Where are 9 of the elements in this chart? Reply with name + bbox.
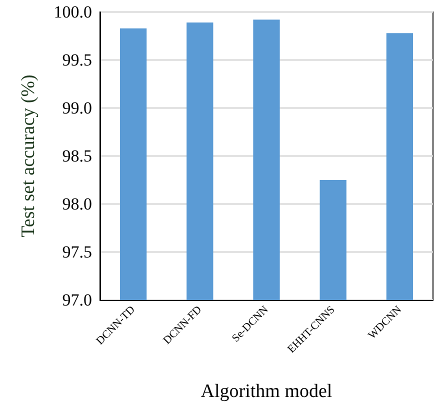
x-axis-title: Algorithm model bbox=[200, 381, 332, 402]
y-tick-label: 99.5 bbox=[62, 50, 92, 70]
y-axis-title: Test set accuracy (%) bbox=[18, 74, 39, 238]
y-tick-label: 97.0 bbox=[62, 290, 92, 310]
y-tick-label: 98.5 bbox=[62, 146, 92, 166]
y-tick-label: 98.0 bbox=[62, 194, 92, 214]
y-tick-label: 97.5 bbox=[62, 242, 92, 262]
y-tick-label: 99.0 bbox=[62, 98, 92, 118]
y-tick-label: 100.0 bbox=[54, 2, 92, 22]
